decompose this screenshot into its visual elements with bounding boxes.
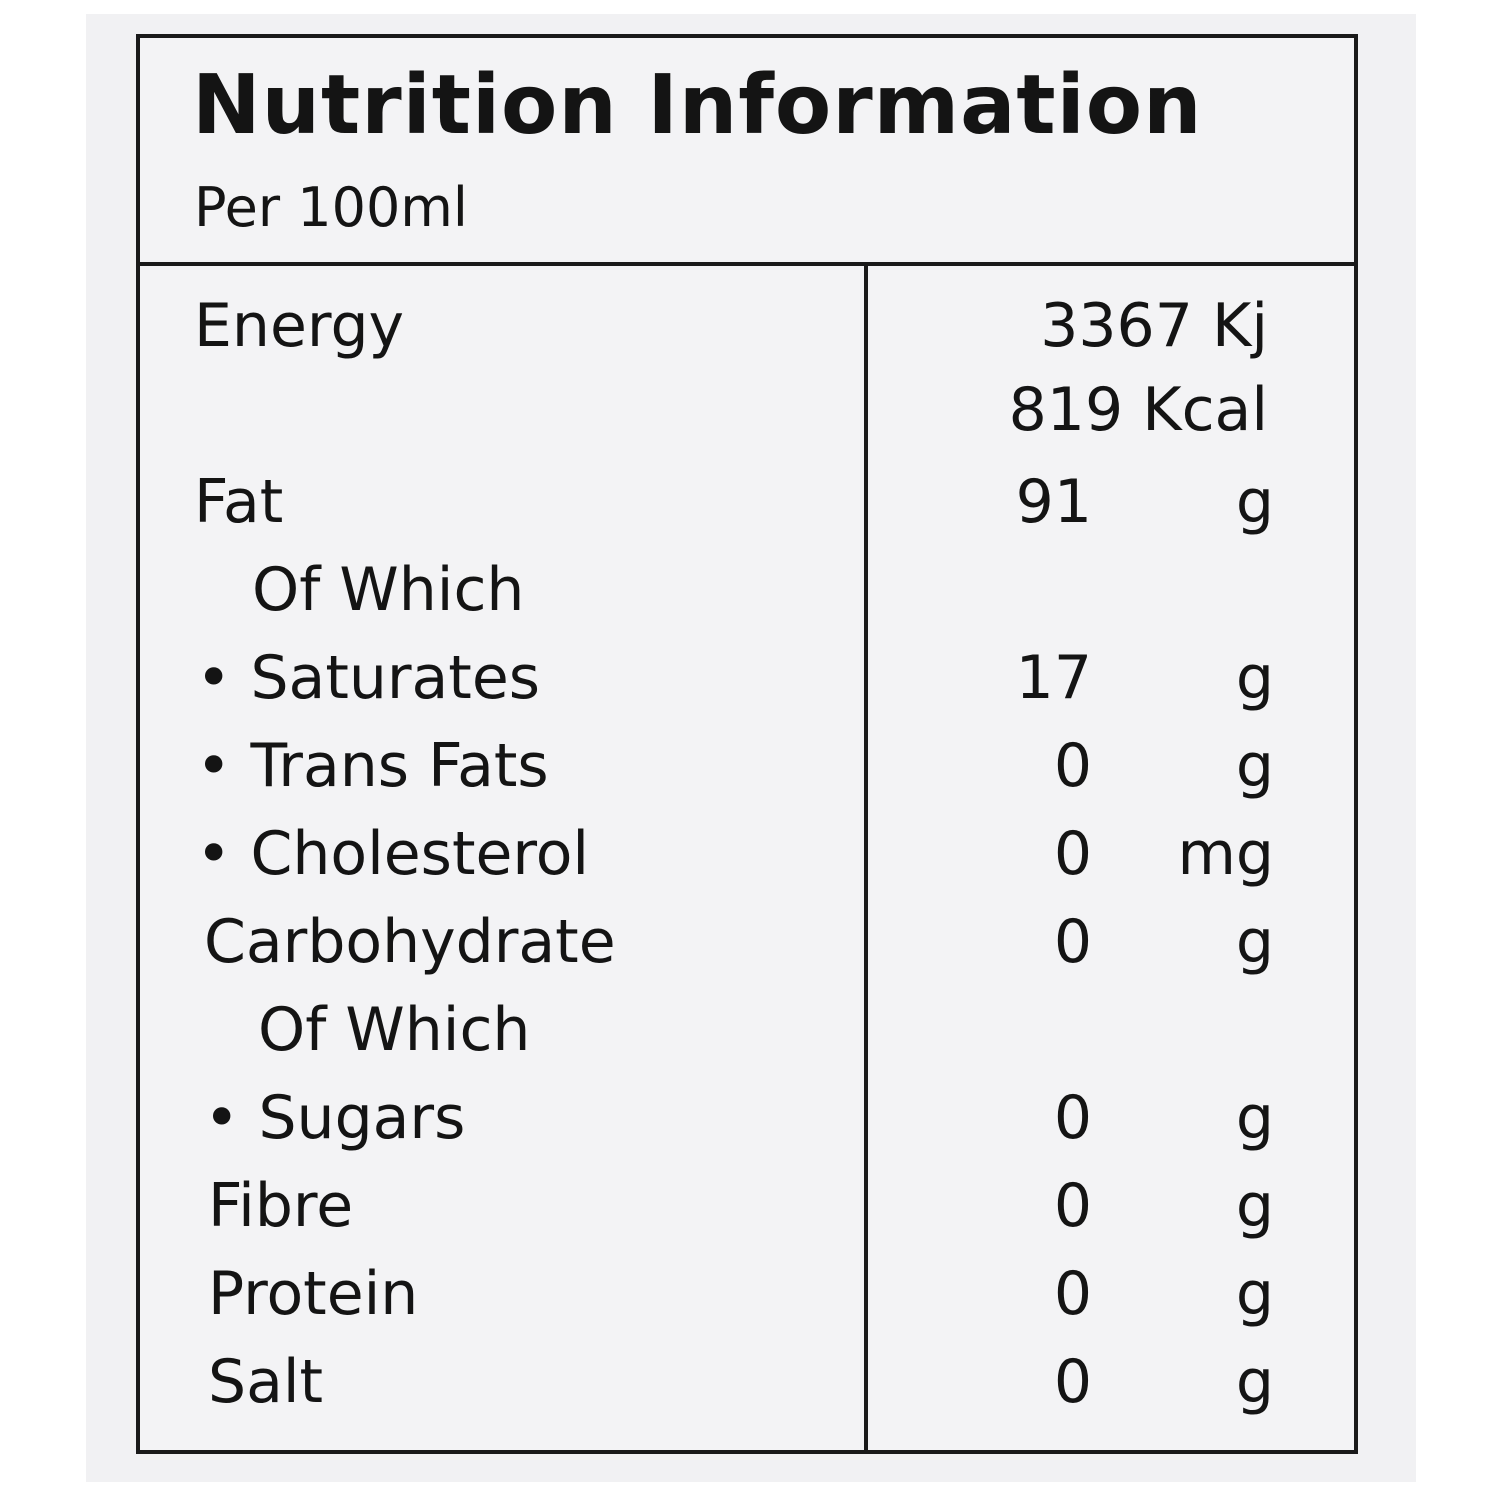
nutrient-row-saturates: • Saturates 17 g xyxy=(140,634,1354,722)
nutrient-value: 17 xyxy=(1015,643,1092,713)
nutrient-row-cholesterol: • Cholesterol 0 mg xyxy=(140,810,1354,898)
nutrient-row-sugars: • Sugars 0 g xyxy=(140,1074,1354,1162)
nutrient-label: • Sugars xyxy=(204,1083,466,1153)
nutrient-label: • Cholesterol xyxy=(196,819,590,889)
nutrient-value: 0 xyxy=(1053,1083,1092,1153)
energy-kcal-row: 819 Kcal xyxy=(140,366,1354,458)
nutrient-table: Energy 3367 Kj 819 Kcal Fat 91 g Of Whic… xyxy=(140,282,1354,1426)
nutrient-value: 0 xyxy=(1053,819,1092,889)
nutrient-value: 0 xyxy=(1053,1347,1092,1417)
serving-basis: Per 100ml xyxy=(194,176,468,239)
nutrient-unit: g xyxy=(1235,907,1274,977)
energy-kj-value: 3367 Kj xyxy=(1040,291,1268,361)
nutrient-value: 0 xyxy=(1053,907,1092,977)
nutrient-row-fat: Fat 91 g xyxy=(140,458,1354,546)
energy-row: Energy 3367 Kj xyxy=(140,282,1354,366)
nutrient-label: • Saturates xyxy=(196,643,541,713)
nutrition-label: Nutrition Information Per 100ml Energy 3… xyxy=(136,34,1358,1454)
nutrient-label: Of Which xyxy=(258,995,531,1065)
nutrient-row-salt: Salt 0 g xyxy=(140,1338,1354,1426)
nutrient-unit: mg xyxy=(1177,819,1274,889)
nutrient-row-protein: Protein 0 g xyxy=(140,1250,1354,1338)
nutrient-label: Fat xyxy=(194,467,284,537)
nutrient-row-trans-fats: • Trans Fats 0 g xyxy=(140,722,1354,810)
nutrient-label: Salt xyxy=(208,1347,324,1417)
nutrient-row-carbohydrate-of-which: Of Which xyxy=(140,986,1354,1074)
nutrient-row-carbohydrate: Carbohydrate 0 g xyxy=(140,898,1354,986)
nutrient-value: 91 xyxy=(1015,467,1092,537)
label-title: Nutrition Information xyxy=(192,58,1203,153)
nutrient-unit: g xyxy=(1235,643,1274,713)
label-header: Nutrition Information Per 100ml xyxy=(140,38,1354,266)
nutrient-value: 0 xyxy=(1053,1259,1092,1329)
energy-kcal-value: 819 Kcal xyxy=(1008,375,1268,445)
nutrient-unit: g xyxy=(1235,731,1274,801)
nutrient-value: 0 xyxy=(1053,731,1092,801)
nutrient-label: • Trans Fats xyxy=(196,731,549,801)
nutrient-label: Fibre xyxy=(208,1171,354,1241)
nutrient-label: Carbohydrate xyxy=(204,907,616,977)
nutrient-unit: g xyxy=(1235,1171,1274,1241)
nutrient-unit: g xyxy=(1235,467,1274,537)
nutrient-row-fat-of-which: Of Which xyxy=(140,546,1354,634)
nutrient-label: Of Which xyxy=(252,555,525,625)
nutrient-row-fibre: Fibre 0 g xyxy=(140,1162,1354,1250)
nutrient-unit: g xyxy=(1235,1083,1274,1153)
energy-label: Energy xyxy=(194,291,405,361)
column-divider xyxy=(864,266,868,1450)
nutrient-unit: g xyxy=(1235,1347,1274,1417)
nutrient-value: 0 xyxy=(1053,1171,1092,1241)
nutrient-label: Protein xyxy=(208,1259,419,1329)
nutrient-unit: g xyxy=(1235,1259,1274,1329)
